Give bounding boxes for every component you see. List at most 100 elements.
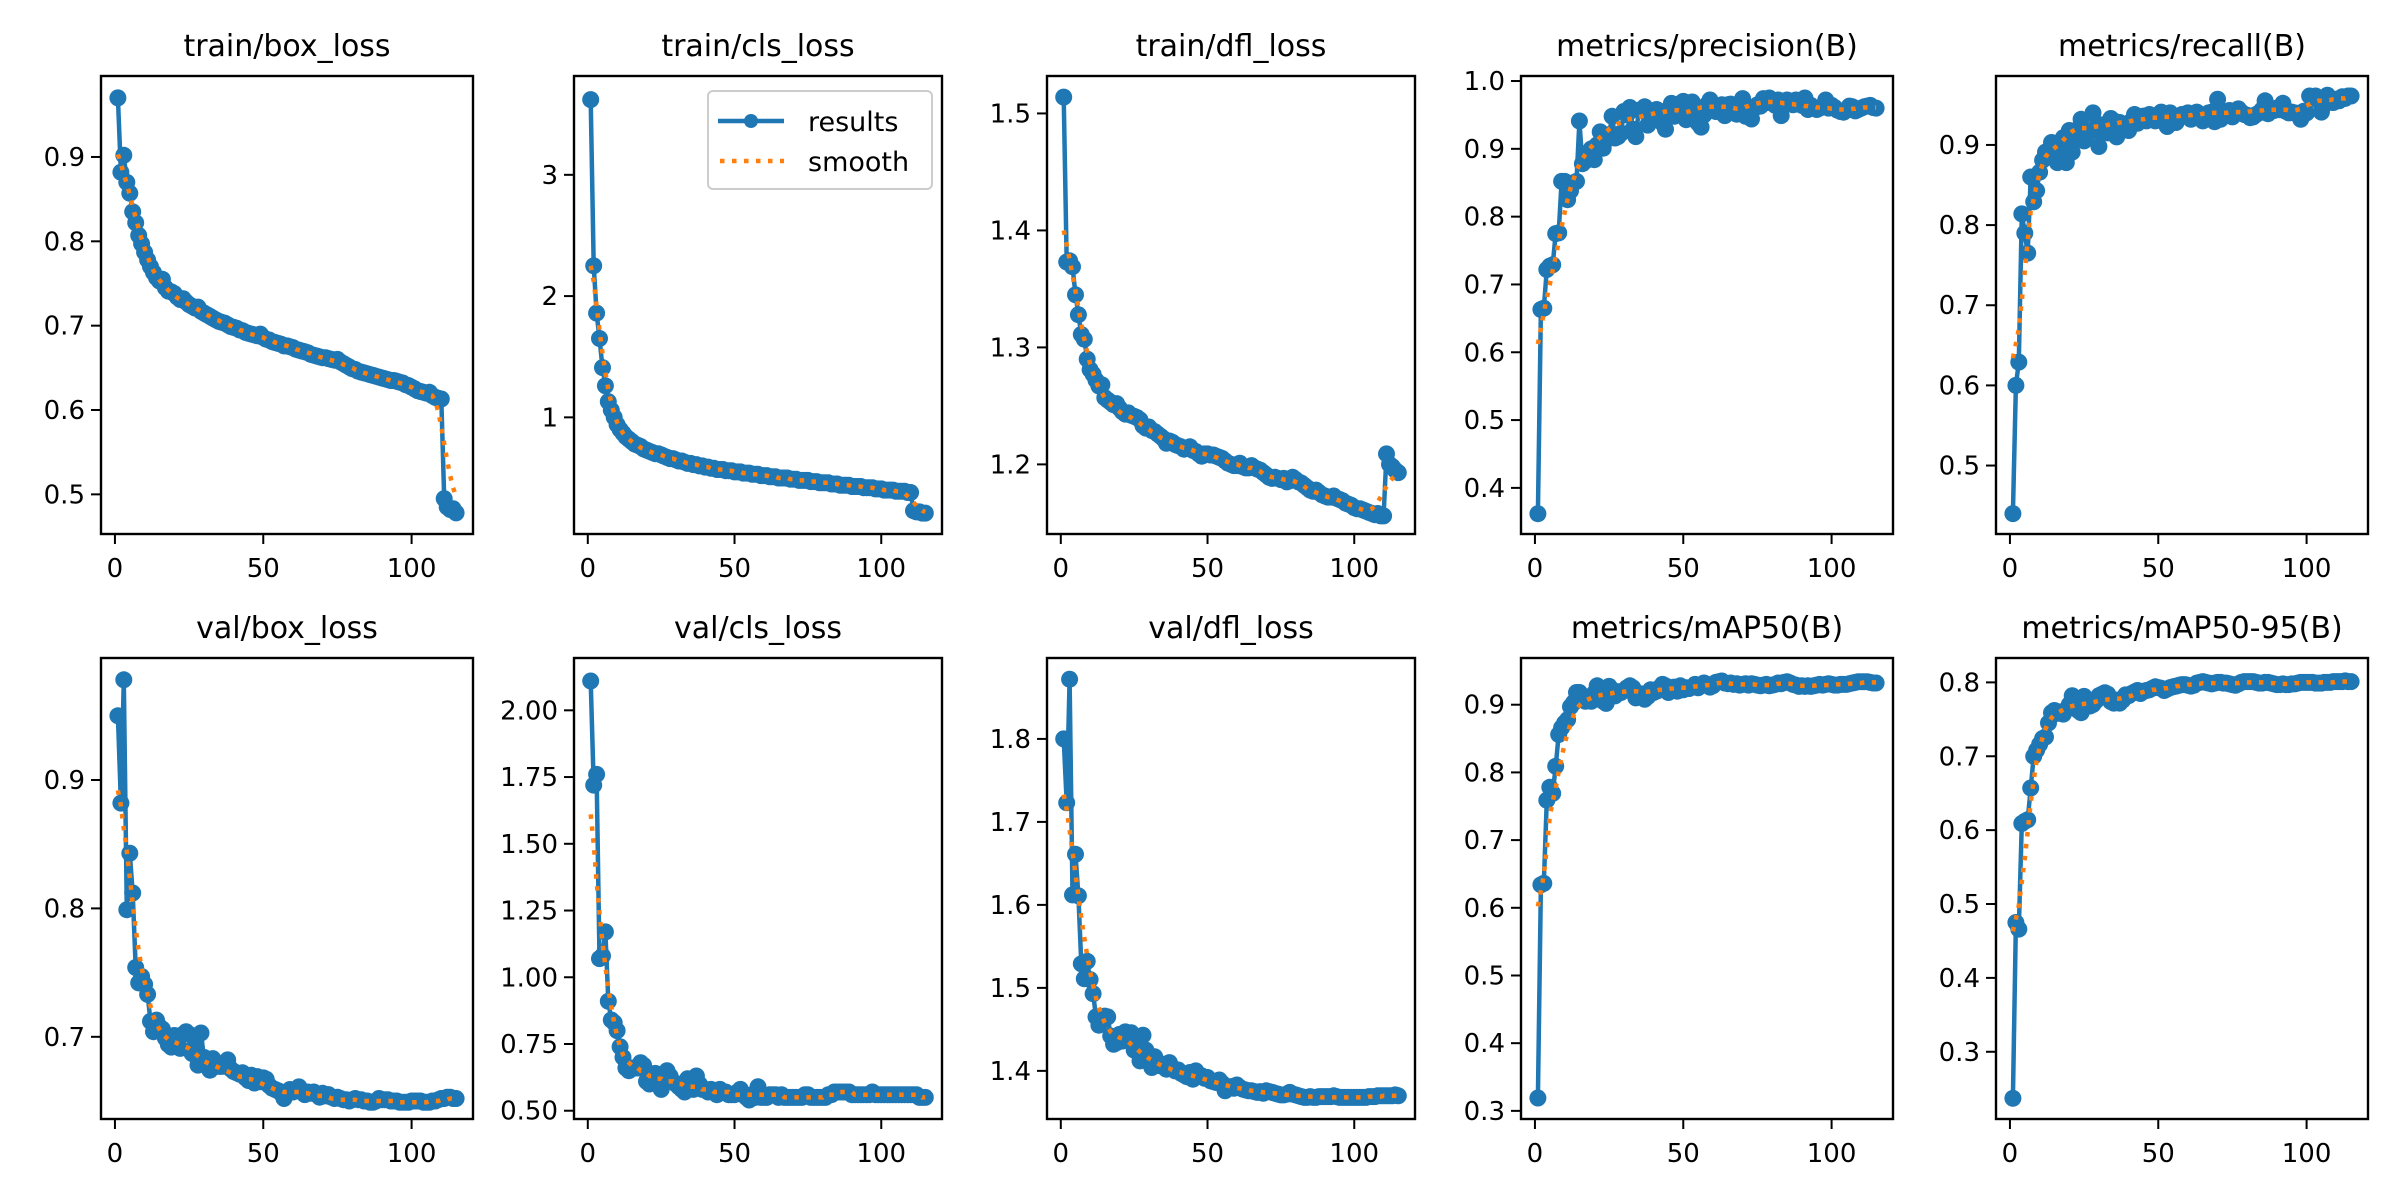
y-tick-label: 3 xyxy=(541,161,558,191)
y-tick-label: 1.8 xyxy=(990,725,1031,755)
subplot-metrics-precision-b: metrics/precision(B) 0 50 100 0.4 0.5 0.6 0.7 0.… xyxy=(1464,29,1895,584)
results-point xyxy=(121,184,139,202)
smooth-line xyxy=(1061,794,1399,1100)
axes-frame xyxy=(1045,656,1417,1121)
results-point xyxy=(2090,138,2108,155)
results-point xyxy=(121,844,139,862)
subplot-metrics-recall-b: metrics/recall(B) 0 50 100 0.5 0.6 0.7 0.8 0.9 xyxy=(1939,29,2370,584)
axes-frame xyxy=(572,656,944,1121)
subplot-title: metrics/precision(B) xyxy=(1556,29,1858,64)
x-tick-label: 0 xyxy=(580,1139,597,1169)
plot-area xyxy=(582,672,934,1109)
results-point xyxy=(109,89,127,107)
x-tick-label: 0 xyxy=(580,554,597,584)
results-point xyxy=(1055,730,1073,748)
y-tick-label: 1.5 xyxy=(990,99,1031,129)
y-tick-label: 2.00 xyxy=(500,696,558,726)
results-point xyxy=(1067,845,1084,863)
results-point xyxy=(447,1090,465,1107)
results-point xyxy=(1055,88,1073,106)
x-tick-label: 100 xyxy=(1807,554,1857,584)
y-tick-label: 1.3 xyxy=(990,333,1031,363)
y-tick-label: 0.8 xyxy=(1464,203,1505,233)
smooth-line xyxy=(1535,680,1877,907)
results-point xyxy=(1134,1026,1152,1044)
results-point xyxy=(1093,376,1111,394)
results-markers xyxy=(109,89,465,522)
subplot-metrics-map50-95-b: metrics/mAP50-95(B) 0 50 100 0.3 0.4 0.5 0.6 0.7… xyxy=(1939,611,2370,1169)
plot-area xyxy=(1055,88,1407,525)
results-point xyxy=(1772,107,1790,125)
y-tick-label: 0.8 xyxy=(1939,668,1980,698)
results-point xyxy=(588,765,606,783)
y-tick-label: 0.7 xyxy=(1464,826,1505,856)
y-tick-label: 0.5 xyxy=(1464,961,1505,991)
subplot-title: val/dfl_loss xyxy=(1148,611,1313,646)
axes-frame xyxy=(1994,656,2370,1121)
subplot-train-dfl-loss: train/dfl_loss 0 50 100 1.2 1.3 1.4 1.5 xyxy=(990,29,1417,584)
x-tick-label: 0 xyxy=(107,1139,124,1169)
y-tick-label: 0.9 xyxy=(1464,135,1505,165)
subplot-train-box-loss: train/box_loss 0 50 100 0.5 0.6 0.7 0.8 0.9 xyxy=(44,29,475,584)
x-tick-label: 50 xyxy=(1667,554,1700,584)
x-tick-label: 0 xyxy=(1053,554,1070,584)
y-tick-label: 0.75 xyxy=(500,1030,558,1060)
y-tick-label: 0.7 xyxy=(44,1023,85,1053)
y-tick-label: 2 xyxy=(541,282,558,312)
y-tick-label: 0.8 xyxy=(1464,758,1505,788)
y-tick-label: 0.8 xyxy=(44,227,85,257)
results-point xyxy=(2004,505,2022,523)
y-tick-label: 1.50 xyxy=(500,830,558,860)
y-tick-label: 1.6 xyxy=(990,891,1031,921)
results-point xyxy=(2342,673,2360,691)
x-tick-label: 100 xyxy=(1807,1139,1857,1169)
x-tick-label: 100 xyxy=(1329,554,1379,584)
subplot-title: metrics/mAP50-95(B) xyxy=(2021,611,2342,646)
results-point xyxy=(2019,811,2037,829)
y-tick-label: 0.4 xyxy=(1939,964,1980,994)
results-point xyxy=(2063,143,2081,161)
axes-frame xyxy=(1045,74,1417,536)
y-tick-label: 0.9 xyxy=(44,143,85,173)
y-tick-label: 1.7 xyxy=(990,808,1031,838)
subplot-title: metrics/recall(B) xyxy=(2058,29,2306,64)
plot-area xyxy=(582,91,934,522)
results-point xyxy=(1069,887,1087,905)
subplot-title: train/cls_loss xyxy=(661,29,854,64)
x-tick-label: 100 xyxy=(387,1139,437,1169)
y-tick-label: 0.6 xyxy=(1464,338,1505,368)
results-point xyxy=(1544,784,1562,802)
y-tick-label: 0.7 xyxy=(1939,742,1980,772)
y-tick-label: 1.5 xyxy=(990,974,1031,1004)
x-tick-label: 0 xyxy=(107,554,124,584)
results-point xyxy=(1570,112,1588,130)
y-tick-label: 0.7 xyxy=(44,312,85,342)
x-tick-label: 50 xyxy=(1191,1139,1224,1169)
plot-area xyxy=(2004,86,2360,523)
x-tick-label: 50 xyxy=(247,1139,280,1169)
results-point xyxy=(1585,151,1603,169)
y-tick-label: 1.2 xyxy=(990,450,1031,480)
x-tick-label: 50 xyxy=(718,1139,751,1169)
x-tick-label: 50 xyxy=(2142,554,2175,584)
y-tick-label: 0.9 xyxy=(1939,131,1980,161)
smooth-line xyxy=(1535,99,1877,345)
axes-frame xyxy=(572,74,944,536)
results-point xyxy=(1550,224,1568,242)
x-tick-label: 100 xyxy=(2282,1139,2332,1169)
x-tick-label: 100 xyxy=(1329,1139,1379,1169)
y-tick-label: 1.4 xyxy=(990,216,1031,246)
y-tick-label: 1.0 xyxy=(1464,67,1505,97)
legend: results smooth xyxy=(707,90,933,190)
results-markers xyxy=(582,91,934,522)
results-point xyxy=(2298,104,2316,122)
results-point xyxy=(432,390,450,408)
axes-frame xyxy=(99,656,475,1121)
x-tick-label: 50 xyxy=(718,554,751,584)
results-markers xyxy=(2004,672,2360,1107)
results-point xyxy=(115,671,133,689)
y-tick-label: 0.7 xyxy=(1939,291,1980,321)
results-point xyxy=(594,359,611,377)
legend-results-label: results xyxy=(808,107,898,138)
